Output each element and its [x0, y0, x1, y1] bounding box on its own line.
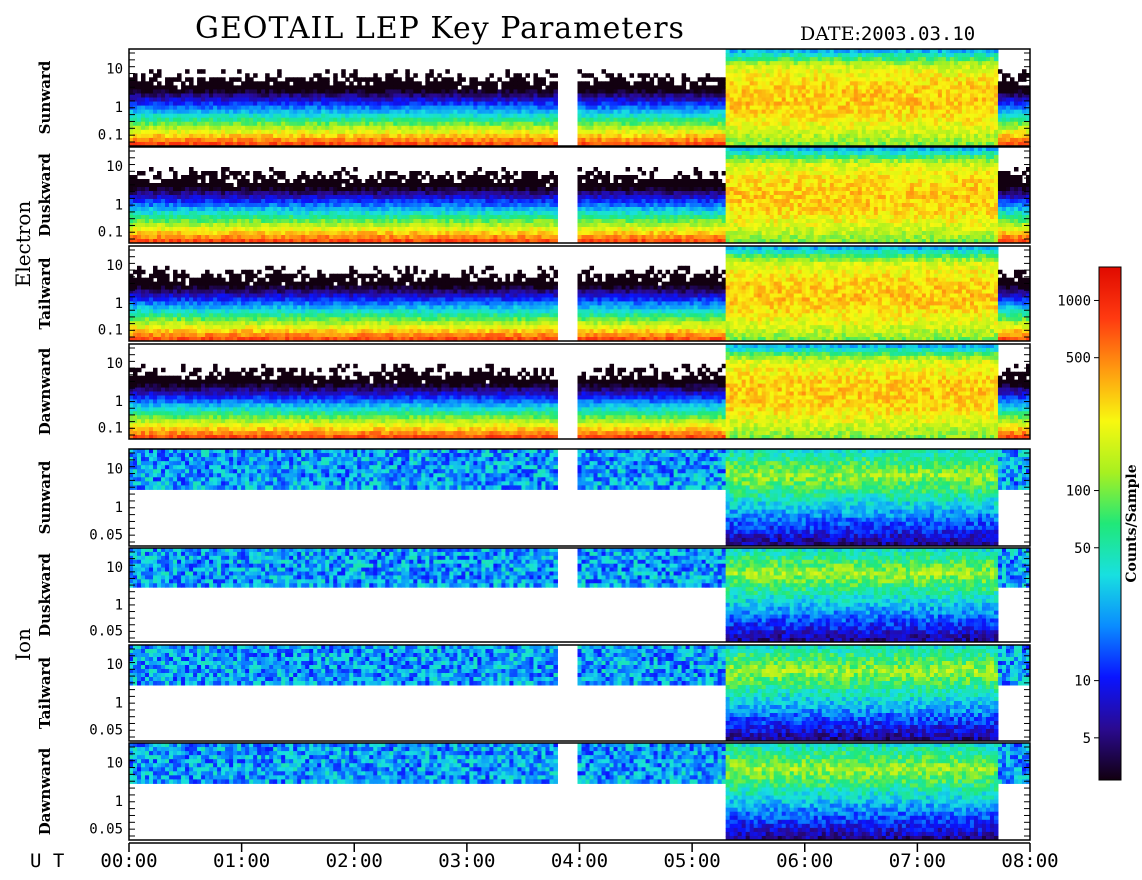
date-readout: DATE:2003.03.10	[800, 23, 975, 45]
date-value: 2003.03.10	[861, 23, 975, 45]
panel-label: Tailward	[36, 257, 54, 329]
panel-label: Dawnward	[36, 347, 54, 435]
y-tick-label: 1	[115, 696, 123, 712]
date-label: DATE:	[800, 23, 861, 45]
y-tick-label: 10	[106, 159, 123, 175]
y-tick-label: 10	[106, 657, 123, 673]
y-tick-label: 0.1	[98, 127, 123, 143]
panel-label: Sunward	[36, 460, 54, 534]
y-tick-label: 1	[115, 394, 123, 410]
x-tick-label: 00:00	[100, 850, 157, 872]
colorbar: 1000 500 100 50 10 5 Counts/Sample	[1057, 267, 1140, 780]
colorbar-tick-label: 1000	[1057, 294, 1091, 310]
panel-label: Tailward	[36, 657, 54, 729]
panel-ion-dawnward: 10 1 0.05 Dawnward	[36, 743, 1031, 841]
colorbar-tick-label: 50	[1074, 541, 1091, 557]
y-tick-label: 1	[115, 500, 123, 516]
geotail-lep-figure: GEOTAIL LEP Key Parameters DATE:2003.03.…	[0, 0, 1142, 880]
x-tick-label: 01:00	[213, 850, 270, 872]
y-tick-label: 10	[106, 755, 123, 771]
x-axis-ticks: 00:00 01:00 02:00 03:00 04:00 05:00 06:00 07:00…	[100, 843, 1058, 872]
group-ion: 10 1 0.05 Sunward 10 1 0.05 Duskward 10 1 0.05 Tail…	[11, 449, 1031, 841]
y-tick-label: 10	[106, 560, 123, 576]
panel-ion-sunward: 10 1 0.05 Sunward	[36, 449, 1031, 547]
colorbar-tick-label: 5	[1083, 731, 1091, 747]
group-label: Electron	[11, 201, 35, 288]
y-tick-label: 0.05	[89, 723, 123, 739]
x-tick-label: 07:00	[889, 850, 946, 872]
colorbar-gradient	[1099, 267, 1121, 780]
y-tick-label: 0.1	[98, 421, 123, 437]
y-tick-label: 10	[106, 61, 123, 77]
colorbar-tick-label: 500	[1066, 351, 1091, 367]
panel-label: Duskward	[36, 153, 54, 237]
x-tick-label: 03:00	[438, 850, 495, 872]
colorbar-tick-label: 100	[1066, 484, 1091, 500]
colorbar-label: Counts/Sample	[1124, 464, 1140, 582]
x-axis-label: U T	[30, 850, 64, 872]
panel-electron-tailward: 10 1 0.1 Tailward	[36, 246, 1031, 342]
y-tick-label: 0.1	[98, 225, 123, 241]
panel-label: Dawnward	[36, 747, 54, 835]
y-tick-label: 0.05	[89, 527, 123, 543]
y-tick-label: 1	[115, 597, 123, 613]
y-tick-label: 0.1	[98, 323, 123, 339]
panel-ion-tailward: 10 1 0.05 Tailward	[36, 645, 1031, 742]
y-tick-label: 10	[106, 461, 123, 477]
panel-electron-sunward: 10 1 0.1 Sunward	[36, 49, 1031, 147]
x-tick-label: 04:00	[551, 850, 608, 872]
y-tick-label: 0.05	[89, 821, 123, 837]
y-tick-label: 1	[115, 296, 123, 312]
y-tick-label: 0.05	[89, 624, 123, 640]
panel-label: Sunward	[36, 60, 54, 134]
y-tick-label: 10	[106, 356, 123, 372]
x-tick-label: 02:00	[326, 850, 383, 872]
y-tick-label: 1	[115, 198, 123, 214]
panel-electron-duskward: 10 1 0.1 Duskward	[36, 147, 1031, 244]
group-label: Ion	[11, 628, 35, 661]
x-tick-label: 05:00	[664, 850, 721, 872]
panel-electron-dawnward: 10 1 0.1 Dawnward	[36, 344, 1031, 440]
panel-ion-duskward: 10 1 0.05 Duskward	[36, 548, 1031, 643]
spectrogram-panels: 10 1 0.1 Sunward 10 1 0.1 Duskward 10 1 0.1 Tailwar…	[11, 49, 1031, 841]
y-tick-label: 10	[106, 258, 123, 274]
x-tick-label: 08:00	[1001, 850, 1058, 872]
x-tick-label: 06:00	[776, 850, 833, 872]
colorbar-tick-label: 10	[1074, 674, 1091, 690]
group-electron: 10 1 0.1 Sunward 10 1 0.1 Duskward 10 1 0.1 Tailwar…	[11, 49, 1031, 440]
y-tick-label: 1	[115, 100, 123, 116]
page-title: GEOTAIL LEP Key Parameters	[195, 11, 685, 46]
panel-label: Duskward	[36, 553, 54, 637]
y-tick-label: 1	[115, 794, 123, 810]
